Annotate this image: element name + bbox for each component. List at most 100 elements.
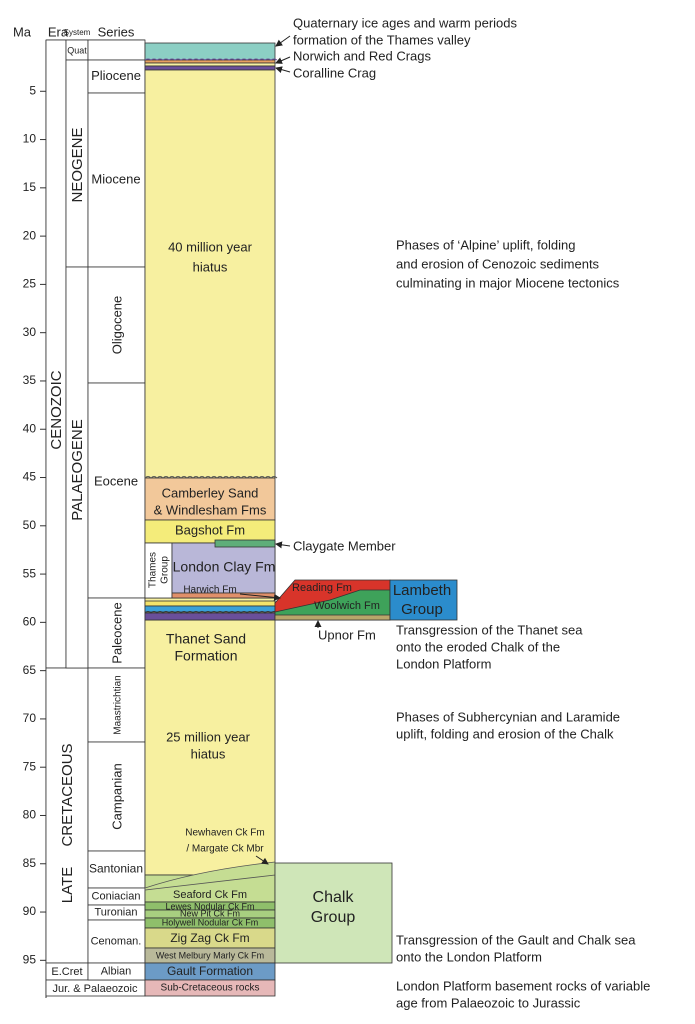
era-label: E.Cret: [51, 966, 82, 978]
era-label: CRETACEOUS: [59, 743, 76, 846]
tick-label: 60: [23, 615, 37, 629]
layer: [144, 65, 276, 71]
annotation: Phases of Subhercynian and Laramide: [396, 709, 620, 724]
layer: [144, 600, 276, 607]
annotation: onto the London Platform: [396, 949, 542, 964]
unit-label: hiatus: [193, 259, 228, 274]
series-label: Coniacian: [92, 890, 141, 902]
tick-label: 55: [23, 566, 37, 580]
unit-label: & Windlesham Fms: [154, 502, 267, 517]
series-label: Pliocene: [91, 68, 141, 83]
erosion-surface: [144, 58, 278, 61]
unit-label: Seaford Ck Fm: [173, 889, 247, 901]
tick-label: 40: [23, 421, 37, 435]
annotation: Claygate Member: [293, 538, 396, 553]
lambeth-wedge: [274, 614, 391, 621]
series-label: Paleocene: [109, 602, 124, 663]
annotation-arrow: [275, 66, 291, 74]
layer: [144, 979, 276, 997]
unit-label: Camberley Sand: [162, 485, 259, 500]
tick-label: 85: [23, 856, 37, 870]
annotation: London Platform: [396, 656, 491, 671]
header: Series: [98, 24, 135, 39]
group-label: Reading Fm: [292, 582, 352, 594]
era-label: CENOZOIC: [48, 370, 65, 449]
box: [45, 39, 67, 669]
series-label: Campanian: [109, 763, 124, 830]
group-box: [389, 579, 458, 621]
tick-label: 30: [23, 325, 37, 339]
unit-label: Lewes Nodular Ck Fm: [165, 901, 254, 911]
group-label: Lambeth: [393, 582, 451, 599]
box: [45, 667, 89, 964]
unit-label: Zig Zag Ck Fm: [170, 931, 249, 945]
box: [87, 382, 146, 599]
group-label: Group: [160, 556, 171, 584]
annotation: Transgression of the Gault and Chalk sea: [396, 932, 636, 947]
unit-label: Harwich Fm: [183, 585, 236, 596]
unit-label: Gault Formation: [167, 964, 253, 978]
unit-label: Holywell Nodular Ck Fm: [162, 917, 259, 927]
box: [87, 667, 146, 743]
annotation: uplift, folding and erosion of the Chalk: [396, 726, 614, 741]
annotation-arrow: [239, 593, 281, 601]
layer: [214, 539, 276, 548]
annotation: formation of the Thames valley: [293, 32, 471, 47]
annotation: Transgression of the Thanet sea: [396, 622, 583, 637]
annotation: onto the eroded Chalk of the: [396, 639, 560, 654]
unit-label: 25 million year: [166, 729, 250, 744]
tick-label: 50: [23, 518, 37, 532]
tick-label: 15: [23, 180, 37, 194]
layer: [144, 619, 276, 876]
system-label: PALAEOGENE: [69, 419, 86, 520]
annotation: and erosion of Cenozoic sediments: [396, 256, 600, 271]
group-label: Woolwich Fm: [314, 600, 380, 612]
layer: [144, 69, 276, 479]
box: [87, 266, 146, 384]
annotation: Quaternary ice ages and warm periods: [293, 15, 518, 30]
group-label: Chalk: [313, 889, 355, 906]
unit-label: Bagshot Fm: [175, 522, 245, 537]
series-label: Eocene: [94, 473, 138, 488]
layer: [144, 62, 276, 67]
layer: [144, 59, 276, 64]
unit-label: West Melbury Marly Ck Fm: [156, 950, 264, 960]
box: [87, 741, 146, 852]
header: System: [64, 28, 91, 37]
group-label: Group: [311, 909, 356, 926]
tick-label: 25: [23, 277, 37, 291]
unit-label: Formation: [174, 648, 237, 664]
series-label: Maastrichtian: [113, 675, 124, 734]
group-label: Group: [401, 601, 443, 618]
unit-label: Thanet Sand: [166, 631, 246, 647]
tick-label: 80: [23, 808, 37, 822]
tick-label: 95: [23, 952, 37, 966]
header: Era: [48, 24, 69, 39]
series-label: Santonian: [89, 862, 143, 876]
annotation: Coralline Crag: [293, 65, 376, 80]
annotation-arrow: [275, 35, 291, 47]
group-box: [274, 862, 393, 964]
unit-label: Newhaven Ck Fm: [185, 828, 264, 839]
series-label: Turonian: [94, 906, 137, 918]
unit-label: hiatus: [191, 746, 226, 761]
era-label: Jur. & Palaeozoic: [53, 983, 138, 995]
unit-label: Sub-Cretaceous rocks: [161, 983, 260, 994]
tick-label: 35: [23, 373, 37, 387]
tick-label: 20: [23, 228, 37, 242]
erosion-surface: [144, 611, 278, 614]
box: [87, 59, 146, 94]
annotation: Upnor Fm: [318, 627, 376, 642]
series-label: Cenoman.: [91, 935, 142, 947]
annotation: Phases of ‘Alpine’ uplift, folding: [396, 237, 575, 252]
box: [87, 850, 146, 889]
tick-label: 5: [29, 83, 36, 97]
annotation: age from Palaeozoic to Jurassic: [396, 995, 581, 1010]
system-label: Quat: [67, 45, 87, 55]
unit-label: 40 million year: [168, 239, 252, 254]
series-label: Oligocene: [109, 296, 124, 355]
erosion-surface: [144, 476, 278, 479]
tick-label: 75: [23, 759, 37, 773]
unit-label: London Clay Fm: [173, 559, 276, 575]
